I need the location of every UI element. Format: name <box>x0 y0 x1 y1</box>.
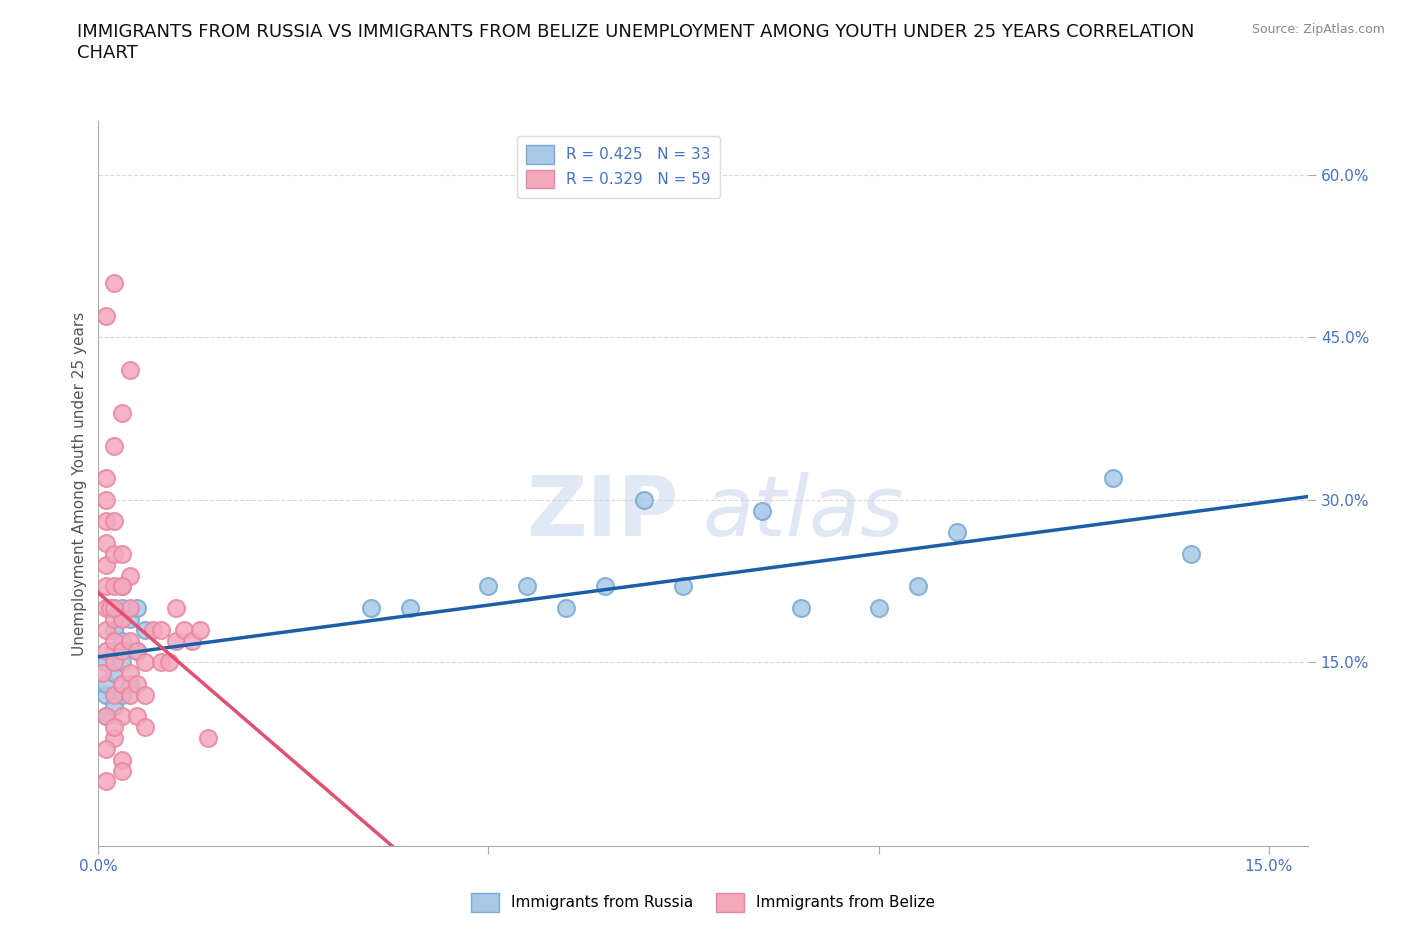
Point <box>96 536 118 551</box>
Point <box>96 644 118 658</box>
Point <box>96 309 118 324</box>
Point <box>96 774 118 789</box>
Point <box>111 601 134 616</box>
Point <box>103 655 125 670</box>
Point <box>118 363 141 378</box>
Text: atlas: atlas <box>703 472 904 553</box>
Point <box>134 687 156 702</box>
Point <box>118 601 141 616</box>
Point <box>96 514 118 529</box>
Point <box>111 709 134 724</box>
Point <box>103 438 125 453</box>
Point <box>127 644 149 658</box>
Point <box>555 601 578 616</box>
Point <box>103 622 125 637</box>
Point <box>103 276 125 291</box>
Point <box>96 579 118 594</box>
Point <box>103 687 125 702</box>
Point <box>103 612 125 627</box>
Text: IMMIGRANTS FROM RUSSIA VS IMMIGRANTS FROM BELIZE UNEMPLOYMENT AMONG YOUTH UNDER : IMMIGRANTS FROM RUSSIA VS IMMIGRANTS FRO… <box>77 23 1195 62</box>
Point <box>157 655 180 670</box>
Point <box>118 568 141 583</box>
Point <box>149 655 172 670</box>
Point <box>111 676 134 691</box>
Point <box>127 709 149 724</box>
Point <box>118 612 141 627</box>
Point <box>96 709 118 724</box>
Point <box>103 698 125 713</box>
Point <box>111 547 134 562</box>
Point <box>118 676 141 691</box>
Legend: Immigrants from Russia, Immigrants from Belize: Immigrants from Russia, Immigrants from … <box>465 887 941 918</box>
Point <box>907 579 929 594</box>
Point <box>134 655 156 670</box>
Point <box>96 471 118 485</box>
Point <box>197 731 219 746</box>
Point <box>111 644 134 658</box>
Point <box>96 741 118 756</box>
Point <box>103 720 125 735</box>
Point <box>111 405 134 420</box>
Point <box>118 633 141 648</box>
Point <box>477 579 499 594</box>
Point <box>118 687 141 702</box>
Point <box>751 503 773 518</box>
Point <box>103 644 125 658</box>
Point <box>96 655 118 670</box>
Point <box>111 633 134 648</box>
Point <box>188 622 211 637</box>
Y-axis label: Unemployment Among Youth under 25 years: Unemployment Among Youth under 25 years <box>72 312 87 656</box>
Point <box>103 731 125 746</box>
Point <box>103 514 125 529</box>
Point <box>111 612 134 627</box>
Point <box>1101 471 1123 485</box>
Point <box>111 764 134 778</box>
Point <box>103 633 125 648</box>
Point <box>633 492 655 507</box>
Point <box>173 622 195 637</box>
Point <box>1180 547 1202 562</box>
Point <box>111 752 134 767</box>
Point <box>165 601 187 616</box>
Point <box>142 622 165 637</box>
Point <box>96 557 118 572</box>
Point <box>111 655 134 670</box>
Point <box>96 601 118 616</box>
Text: ZIP: ZIP <box>526 472 679 553</box>
Point <box>516 579 538 594</box>
Point <box>127 644 149 658</box>
Point <box>181 633 204 648</box>
Point <box>360 601 382 616</box>
Point <box>399 601 422 616</box>
Point <box>118 666 141 681</box>
Point <box>127 601 149 616</box>
Point <box>111 687 134 702</box>
Point <box>165 633 187 648</box>
Point <box>91 666 114 681</box>
Point <box>868 601 890 616</box>
Legend: R = 0.425   N = 33, R = 0.329   N = 59: R = 0.425 N = 33, R = 0.329 N = 59 <box>517 136 720 197</box>
Point <box>96 492 118 507</box>
Point <box>98 601 121 616</box>
Point <box>111 579 134 594</box>
Point <box>149 622 172 637</box>
Point <box>945 525 967 539</box>
Point <box>103 666 125 681</box>
Point <box>134 720 156 735</box>
Point <box>103 547 125 562</box>
Point <box>103 601 125 616</box>
Point <box>103 601 125 616</box>
Point <box>96 676 118 691</box>
Point <box>96 687 118 702</box>
Point <box>127 676 149 691</box>
Point <box>96 709 118 724</box>
Text: Source: ZipAtlas.com: Source: ZipAtlas.com <box>1251 23 1385 36</box>
Point <box>111 579 134 594</box>
Point <box>103 579 125 594</box>
Point <box>595 579 617 594</box>
Point <box>96 622 118 637</box>
Point <box>134 622 156 637</box>
Point <box>789 601 811 616</box>
Point <box>672 579 695 594</box>
